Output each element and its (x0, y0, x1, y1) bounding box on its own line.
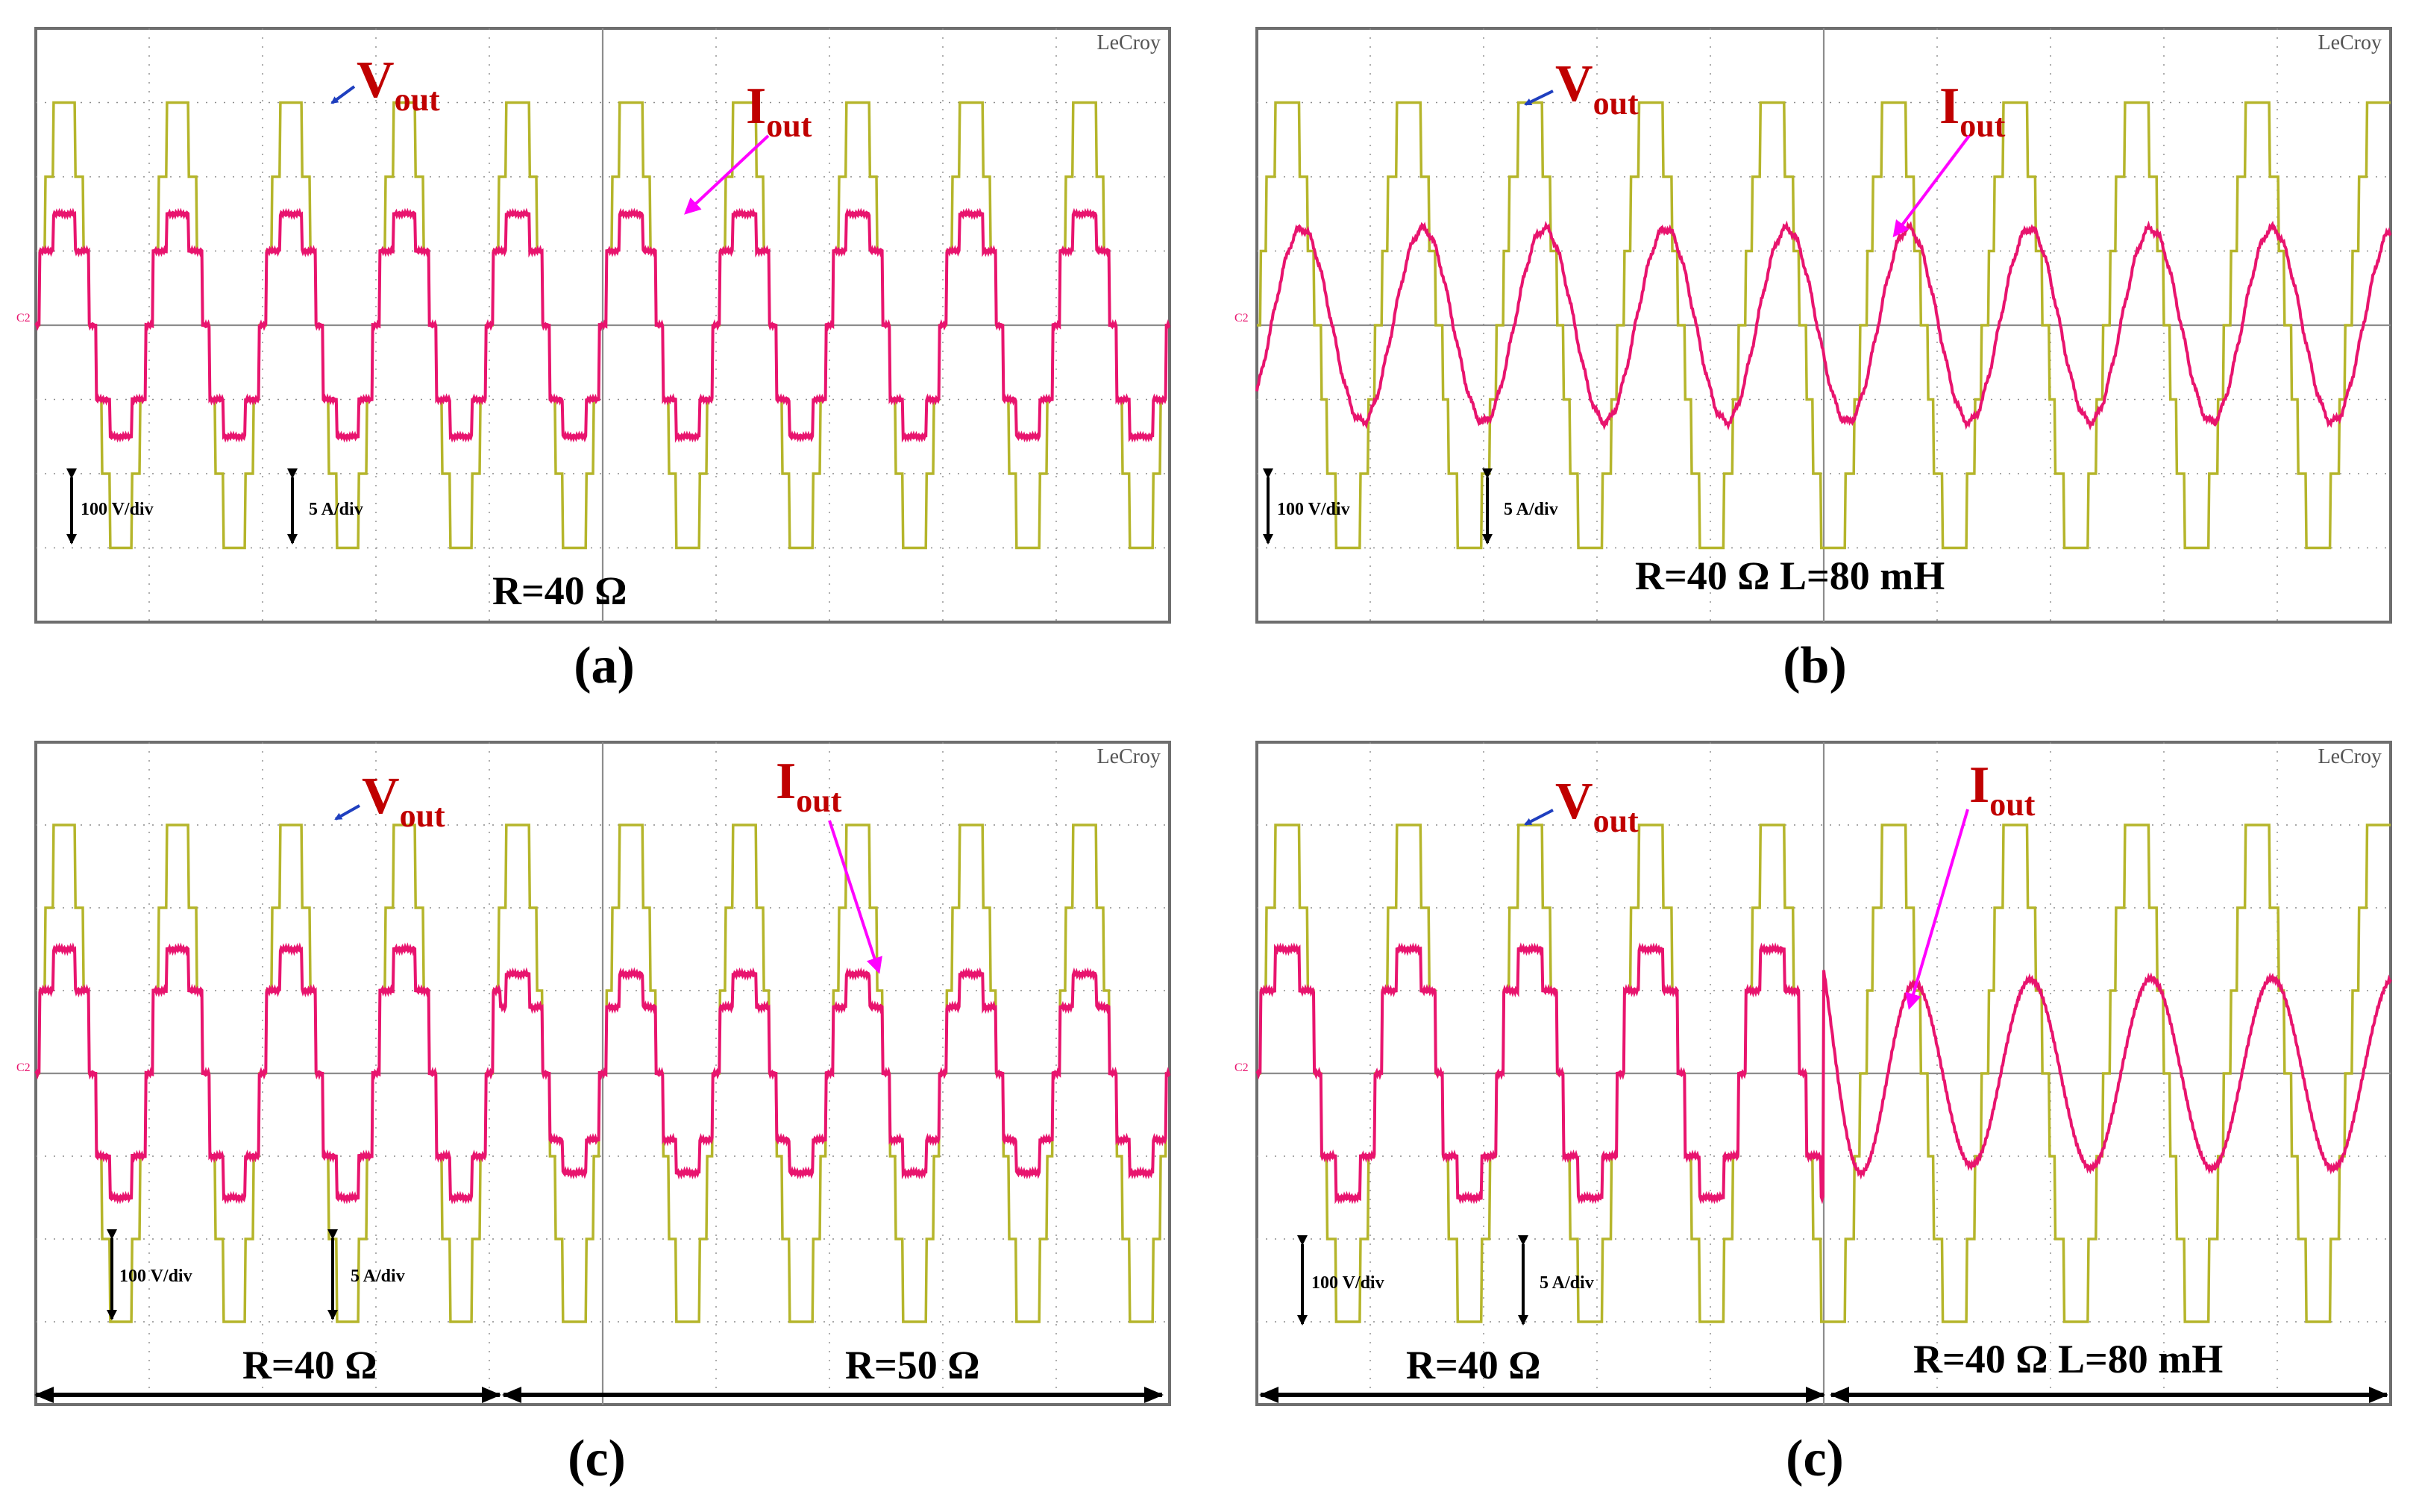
load-condition: R=40 Ω L=80 mH (1635, 553, 1945, 598)
load-condition-after: R=50 Ω (845, 1343, 980, 1387)
iout-trace (34, 942, 1171, 1205)
brand-logo: LeCroy (1096, 31, 1161, 54)
vout-label: Vout (1555, 773, 1639, 839)
iout-arrow (684, 134, 770, 215)
vout-label: Vout (1555, 55, 1639, 122)
iout-trace (1255, 942, 2392, 1205)
load-condition-before: R=40 Ω (1406, 1343, 1541, 1387)
voltage-scale-label: 100 V/div (81, 500, 154, 519)
vout-arrow (1524, 90, 1554, 106)
load-condition-after: R=40 Ω L=80 mH (1913, 1337, 2223, 1381)
panel-caption: (a) (574, 637, 635, 694)
voltage-scale-label: 100 V/div (119, 1267, 192, 1286)
vout-arrow (1524, 809, 1554, 826)
voltage-scale-label: 100 V/div (1277, 500, 1350, 519)
vout-arrow (330, 85, 356, 104)
vout-arrow (334, 804, 360, 821)
iout-trace (1255, 220, 2392, 431)
iout-arrow (1892, 134, 1971, 238)
current-scale-label: 5 A/div (309, 500, 363, 519)
channel-marker: C2 (16, 312, 31, 324)
channel-marker: C2 (1234, 312, 1249, 324)
panel-c-load-step: LeCroy C2 Vout Iout 100 V/div 5 A/div R=… (16, 741, 1171, 1487)
iout-label: Iout (776, 753, 842, 819)
panel-caption: (b) (1783, 637, 1847, 694)
load-condition-before: R=40 Ω (242, 1343, 377, 1387)
panel-caption: (c) (1786, 1430, 1844, 1487)
channel-marker: C2 (1234, 1061, 1249, 1074)
iout-trace (34, 207, 1171, 443)
voltage-scale-label: 100 V/div (1311, 1273, 1384, 1293)
panel-c-rl-step: LeCroy C2 Vout Iout 100 V/div 5 A/div R=… (1234, 741, 2392, 1487)
panel-b: LeCroy C2 Vout Iout 100 V/div 5 A/div R=… (1234, 27, 2392, 694)
iout-label: Iout (1969, 756, 2036, 823)
panel-caption: (c) (568, 1430, 626, 1487)
iout-label: Iout (746, 78, 812, 144)
brand-logo: LeCroy (2318, 745, 2382, 768)
iout-arrow (1905, 809, 1969, 1010)
vout-label: Vout (357, 51, 440, 118)
vout-label: Vout (362, 768, 445, 834)
panel-a: LeCroy C2 Vout Iout 100 V/div 5 A/div R=… (16, 27, 1171, 694)
current-scale-label: 5 A/div (1540, 1273, 1594, 1293)
current-scale-label: 5 A/div (351, 1267, 405, 1286)
vout-trace (1257, 101, 2391, 550)
brand-logo: LeCroy (1096, 745, 1161, 768)
load-condition: R=40 Ω (492, 568, 627, 613)
brand-logo: LeCroy (2318, 31, 2382, 54)
current-scale-label: 5 A/div (1504, 500, 1558, 519)
channel-marker: C2 (16, 1061, 31, 1074)
iout-arrow (828, 820, 882, 974)
